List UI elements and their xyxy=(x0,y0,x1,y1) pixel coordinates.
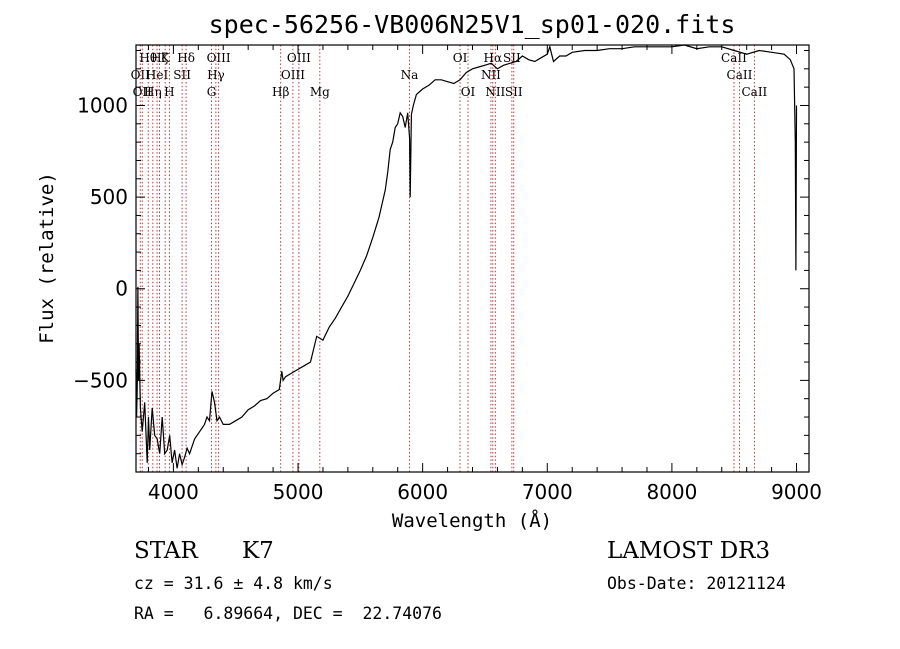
x-tick-label: 6000 xyxy=(397,480,448,504)
line-label-hei: HeI xyxy=(146,68,169,82)
line-label-nii: NII xyxy=(485,85,505,99)
flux-series-line xyxy=(135,44,798,469)
line-label-k: K xyxy=(161,51,171,65)
y-tick-label: −500 xyxy=(73,368,128,392)
x-axis-label: Wavelength (Å) xyxy=(392,509,552,532)
y-tick-label: 1000 xyxy=(77,93,128,117)
line-label-oiii: OIII xyxy=(281,68,305,82)
line-label-hβ: Hβ xyxy=(272,85,289,99)
line-label-na: Na xyxy=(401,68,419,82)
line-label-caii: CaII xyxy=(741,85,767,99)
x-tick-label: 7000 xyxy=(522,480,573,504)
chart-title: spec-56256-VB006N25V1_sp01-020.fits xyxy=(209,10,736,39)
line-label-oi: OI xyxy=(453,51,468,65)
line-label-hζ: Hζ xyxy=(151,51,168,65)
line-label-hα: Hα xyxy=(484,51,503,65)
x-tick-label: 4000 xyxy=(148,480,199,504)
line-label-caii: CaII xyxy=(721,51,747,65)
y-tick-label: 500 xyxy=(90,185,128,209)
x-tick-label: 5000 xyxy=(273,480,324,504)
y-axis-label: Flux (relative) xyxy=(36,172,58,344)
y-tick-label: 0 xyxy=(115,277,128,301)
line-label-sii: SII xyxy=(173,68,191,82)
y-axis: −500 0 500 1000 xyxy=(73,49,809,473)
line-label-caii: CaII xyxy=(727,68,753,82)
line-label-oiii: OIII xyxy=(287,51,311,65)
line-label-oiii: OIII xyxy=(207,51,231,65)
line-label-h: H xyxy=(164,85,174,99)
object-class: STAR xyxy=(134,538,198,564)
line-label-hθ: Hθ xyxy=(139,51,157,65)
line-label-hδ: Hδ xyxy=(177,51,195,65)
line-label-nii: NII xyxy=(481,68,501,82)
line-label-sii: SII xyxy=(505,85,523,99)
line-label-g: G xyxy=(207,85,217,99)
observation-date: Obs-Date: 20121124 xyxy=(607,574,786,593)
sky-coordinates: RA = 6.89664, DEC = 22.74076 xyxy=(134,604,442,623)
object-subclass: K7 xyxy=(242,538,274,564)
line-label-hη: Hη xyxy=(144,85,162,99)
spectral-line-markers: OIIOIIHθHηHeIHζKHSIIHδGHγOIIIHβOIIIOIIIM… xyxy=(131,45,768,472)
plot-frame xyxy=(135,44,810,473)
line-label-oii: OII xyxy=(133,85,153,99)
redshift-velocity: cz = 31.6 ± 4.8 km/s xyxy=(134,574,333,593)
line-label-hγ: Hγ xyxy=(207,68,225,82)
x-tick-label: 9000 xyxy=(771,480,822,504)
line-label-mg: Mg xyxy=(310,85,330,99)
x-axis: 4000 5000 6000 7000 8000 9000 xyxy=(148,45,822,504)
survey-name: LAMOST DR3 xyxy=(607,538,771,564)
x-tick-label: 8000 xyxy=(646,480,697,504)
line-label-oi: OI xyxy=(461,85,476,99)
